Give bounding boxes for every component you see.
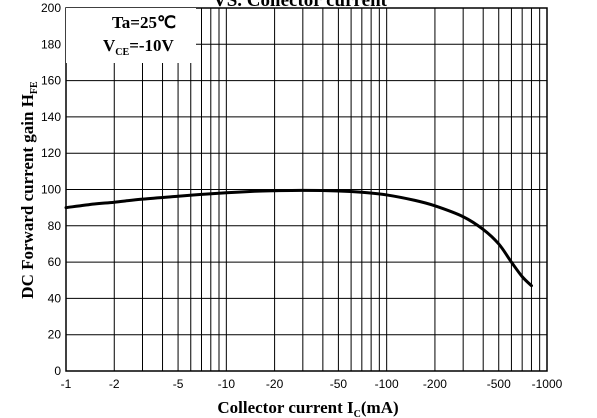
x-tick-label: -200	[423, 377, 447, 391]
x-tick-label: -1000	[532, 377, 563, 391]
x-tick-labels: -1 -2 -5 -10 -20 -50 -100 -200 -500 -1000	[61, 377, 563, 391]
y-tick-label: 80	[48, 219, 62, 233]
annotation-temperature: Ta=25℃	[112, 13, 176, 32]
y-tick-label: 140	[41, 110, 61, 124]
y-tick-labels: 0 20 40 60 80 100 120 140 160 180 200	[41, 1, 61, 378]
y-tick-label: 20	[48, 328, 62, 342]
x-tick-label: -100	[375, 377, 399, 391]
annotation-vce: VCE=-10V	[103, 36, 175, 58]
x-axis-label: Collector current IC(mA)	[217, 398, 398, 418]
y-tick-label: 200	[41, 1, 61, 15]
x-tick-label: -1	[61, 377, 72, 391]
x-tick-label: -2	[109, 377, 120, 391]
y-axis-label: DC Forward current gain HFE	[18, 81, 40, 299]
y-tick-label: 180	[41, 37, 61, 51]
series-layer	[64, 188, 533, 288]
y-tick-label: 120	[41, 146, 61, 160]
y-tick-label: 160	[41, 74, 61, 88]
x-tick-label: -10	[218, 377, 236, 391]
x-tick-label: -5	[173, 377, 184, 391]
x-tick-label: -500	[487, 377, 511, 391]
conditions-annotation: Ta=25℃ VCE=-10V	[66, 8, 196, 63]
y-tick-label: 100	[41, 183, 61, 197]
plot-frame	[65, 7, 548, 372]
y-tick-label: 40	[48, 291, 62, 305]
y-tick-label: 60	[48, 255, 62, 269]
x-tick-label: -50	[330, 377, 348, 391]
chart-title: VS. Collector current	[213, 0, 388, 11]
series-line-hfe	[64, 188, 533, 288]
x-tick-label: -20	[266, 377, 284, 391]
y-tick-label: 0	[54, 364, 61, 378]
